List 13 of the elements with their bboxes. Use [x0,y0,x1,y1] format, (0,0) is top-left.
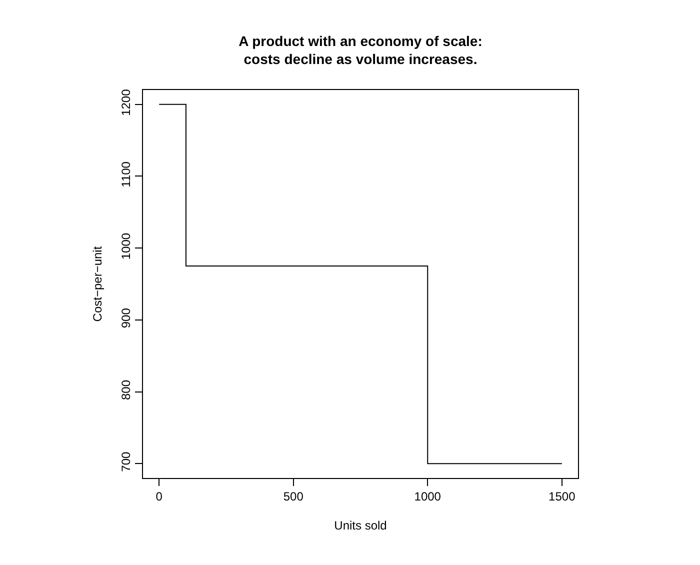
y-axis-title: Cost−per−unit [90,246,104,322]
y-tick-label: 900 [119,308,134,328]
x-tick-label: 0 [156,489,163,504]
y-tick-label: 1200 [119,88,134,116]
x-tick-label: 1500 [548,489,576,504]
y-tick-label: 1100 [119,161,134,188]
y-tick-label: 1000 [119,232,134,260]
y-tick-label: 700 [119,452,134,472]
x-tick-label: 1000 [414,489,442,504]
chart-title: A product with an economy of scale: costs decline as volume increases. [238,33,482,68]
x-tick-label: 500 [283,489,304,504]
y-tick-label: 800 [119,380,134,400]
x-axis-title: Units sold [334,518,387,532]
